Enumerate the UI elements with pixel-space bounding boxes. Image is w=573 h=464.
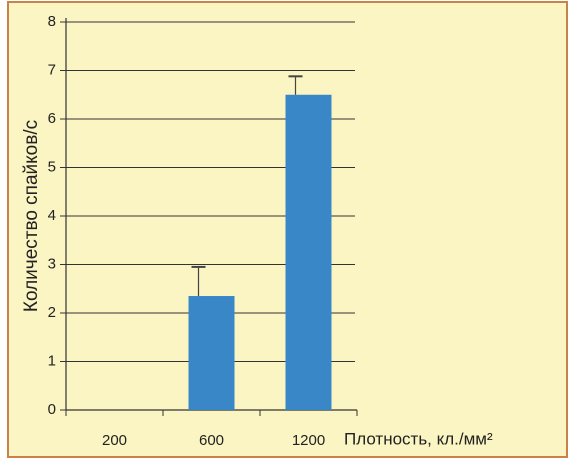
- x-tick-label: 200: [102, 432, 127, 449]
- y-axis-label: Количество спайков/с: [21, 120, 42, 312]
- y-tick-label: 4: [48, 207, 56, 224]
- x-tick-label: 600: [199, 432, 224, 449]
- bar: [188, 296, 235, 410]
- y-tick-label: 7: [48, 61, 56, 78]
- y-tick-label: 5: [48, 158, 56, 175]
- y-tick-label: 6: [48, 110, 56, 127]
- x-axis-label: Плотность, кл./мм²: [344, 429, 493, 448]
- error-bar: [191, 265, 206, 297]
- y-tick-label: 3: [48, 255, 56, 272]
- y-tick-label: 8: [48, 13, 56, 30]
- x-tick-label: 1200: [292, 432, 325, 449]
- y-tick-label: 2: [48, 304, 56, 321]
- y-tick-label: 0: [48, 401, 56, 418]
- y-tick-label: 1: [48, 352, 56, 369]
- error-bar: [288, 75, 303, 95]
- bar: [285, 94, 332, 410]
